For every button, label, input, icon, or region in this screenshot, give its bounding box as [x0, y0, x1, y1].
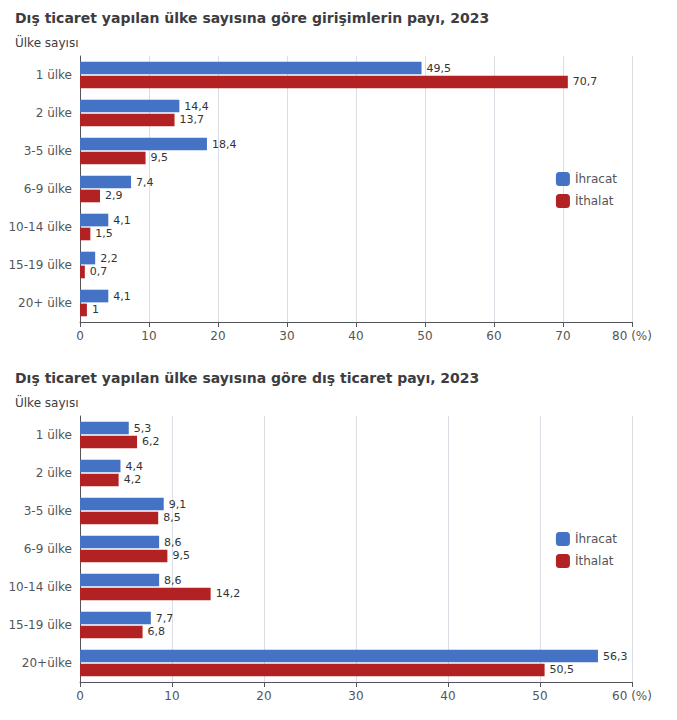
svg-text:1 ülke: 1 ülke: [36, 428, 72, 442]
svg-text:4,4: 4,4: [125, 460, 143, 473]
svg-text:1: 1: [92, 303, 99, 316]
svg-text:Dış ticaret yapılan ülke sayıs: Dış ticaret yapılan ülke sayısına göre g…: [15, 10, 489, 26]
svg-text:1 ülke: 1 ülke: [36, 68, 72, 82]
svg-text:İhracat: İhracat: [575, 531, 617, 546]
svg-text:1,5: 1,5: [95, 227, 113, 240]
svg-text:60 (%): 60 (%): [612, 689, 652, 703]
svg-text:6,8: 6,8: [148, 625, 166, 638]
svg-text:2 ülke: 2 ülke: [36, 466, 72, 480]
svg-text:0: 0: [76, 329, 84, 343]
svg-text:15-19 ülke: 15-19 ülke: [8, 258, 72, 272]
svg-text:10: 10: [164, 689, 179, 703]
svg-text:50: 50: [417, 329, 432, 343]
svg-text:10-14 ülke: 10-14 ülke: [8, 580, 72, 594]
svg-text:30: 30: [348, 689, 363, 703]
svg-text:56,3: 56,3: [603, 650, 628, 663]
svg-text:2,2: 2,2: [100, 252, 118, 265]
svg-text:7,4: 7,4: [136, 176, 154, 189]
svg-text:6-9 ülke: 6-9 ülke: [24, 542, 72, 556]
svg-text:0: 0: [76, 689, 84, 703]
svg-text:70: 70: [555, 329, 570, 343]
svg-text:6,2: 6,2: [142, 435, 160, 448]
svg-text:Ülke sayısı: Ülke sayısı: [15, 34, 78, 50]
svg-text:9,5: 9,5: [172, 549, 190, 562]
svg-text:50: 50: [532, 689, 547, 703]
svg-text:30: 30: [279, 329, 294, 343]
svg-text:10: 10: [141, 329, 156, 343]
svg-text:9,1: 9,1: [169, 498, 187, 511]
svg-text:İthalat: İthalat: [575, 193, 614, 208]
svg-text:20: 20: [256, 689, 271, 703]
svg-text:80 (%): 80 (%): [612, 329, 652, 343]
svg-text:7,7: 7,7: [156, 612, 174, 625]
svg-text:14,4: 14,4: [184, 100, 209, 113]
svg-text:3-5 ülke: 3-5 ülke: [24, 144, 72, 158]
svg-text:20: 20: [210, 329, 225, 343]
svg-text:İthalat: İthalat: [575, 553, 614, 568]
svg-text:Ülke sayısı: Ülke sayısı: [15, 394, 78, 410]
svg-text:2 ülke: 2 ülke: [36, 106, 72, 120]
svg-text:20+ ülke: 20+ ülke: [18, 296, 72, 310]
svg-text:40: 40: [348, 329, 363, 343]
svg-text:2,9: 2,9: [105, 189, 123, 202]
svg-text:50,5: 50,5: [550, 663, 575, 676]
svg-text:4,2: 4,2: [124, 473, 142, 486]
svg-text:8,6: 8,6: [164, 536, 182, 549]
svg-text:5,3: 5,3: [134, 422, 152, 435]
svg-text:20+ülke: 20+ülke: [22, 656, 72, 670]
svg-text:8,6: 8,6: [164, 574, 182, 587]
svg-text:Dış ticaret yapılan ülke sayıs: Dış ticaret yapılan ülke sayısına göre d…: [15, 370, 479, 386]
svg-text:0,7: 0,7: [90, 265, 108, 278]
svg-text:15-19 ülke: 15-19 ülke: [8, 618, 72, 632]
svg-text:10-14 ülke: 10-14 ülke: [8, 220, 72, 234]
svg-text:40: 40: [440, 689, 455, 703]
svg-text:6-9 ülke: 6-9 ülke: [24, 182, 72, 196]
svg-text:70,7: 70,7: [573, 75, 598, 88]
svg-text:13,7: 13,7: [180, 113, 205, 126]
svg-text:8,5: 8,5: [163, 511, 181, 524]
svg-text:İhracat: İhracat: [575, 171, 617, 186]
svg-text:9,5: 9,5: [151, 151, 169, 164]
svg-text:3-5 ülke: 3-5 ülke: [24, 504, 72, 518]
svg-text:49,5: 49,5: [427, 62, 452, 75]
svg-text:14,2: 14,2: [216, 587, 241, 600]
svg-text:60: 60: [486, 329, 501, 343]
svg-text:18,4: 18,4: [212, 138, 237, 151]
svg-text:4,1: 4,1: [113, 214, 131, 227]
svg-text:4,1: 4,1: [113, 290, 131, 303]
